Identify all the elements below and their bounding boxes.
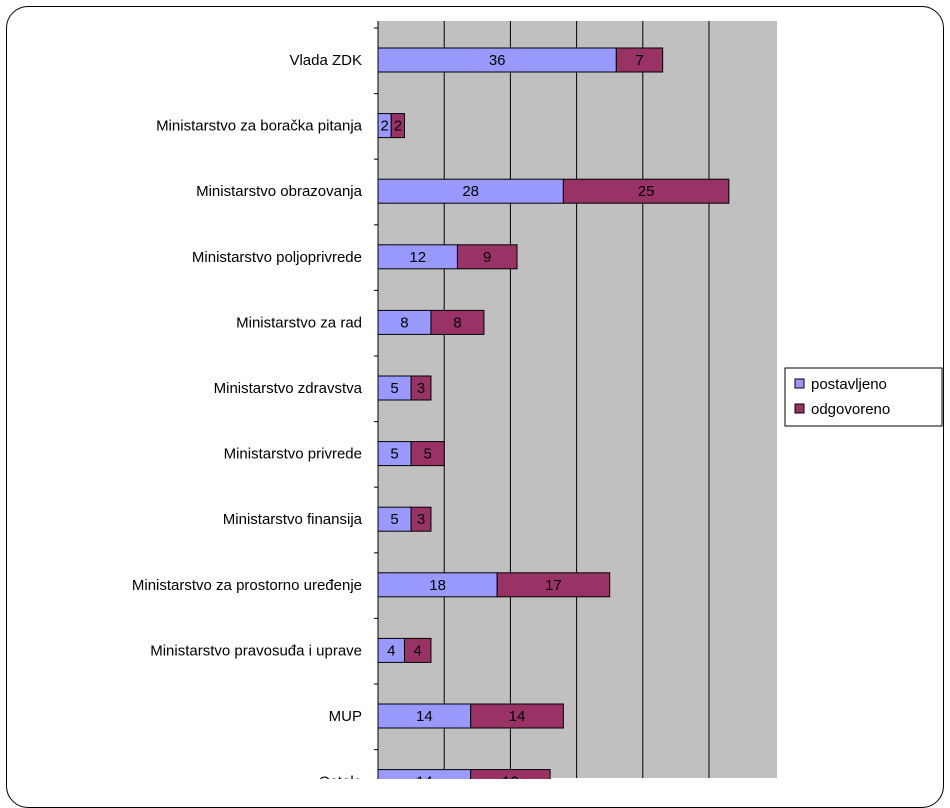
data-label-odgovoreno: 14	[509, 708, 526, 725]
bar-odgovoreno	[470, 703, 564, 729]
category-label: Ministarstvo pravosuđa i uprave	[150, 642, 362, 659]
data-label-postavljeno: 28	[462, 183, 479, 200]
data-label-odgovoreno: 2	[394, 118, 402, 135]
data-label-odgovoreno: 4	[414, 642, 422, 659]
category-label: Vlada ZDK	[289, 52, 362, 69]
data-label-postavljeno: 36	[489, 52, 506, 69]
bar-odgovoreno	[496, 572, 611, 598]
category-label: Ministarstvo obrazovanja	[196, 183, 363, 200]
bar-postavljeno	[377, 441, 412, 467]
legend-entry-postavljeno: postavljeno	[811, 376, 887, 393]
bar-odgovoreno	[410, 375, 432, 401]
data-label-odgovoreno: 12	[502, 774, 519, 779]
data-label-odgovoreno: 25	[638, 183, 655, 200]
data-label-odgovoreno: 9	[483, 249, 491, 266]
data-label-odgovoreno: 3	[417, 380, 425, 397]
data-label-postavljeno: 8	[400, 314, 408, 331]
data-label-postavljeno: 14	[416, 708, 433, 725]
plot-area	[378, 21, 777, 778]
data-label-postavljeno: 5	[390, 511, 398, 528]
bar-postavljeno	[377, 178, 564, 204]
category-label: Ministarstvo finansija	[223, 511, 363, 528]
bar-odgovoreno	[410, 441, 445, 467]
data-label-postavljeno: 4	[387, 642, 395, 659]
bar-postavljeno	[377, 309, 432, 335]
data-label-odgovoreno: 8	[453, 314, 461, 331]
data-label-postavljeno: 2	[380, 118, 388, 135]
axis-ticks	[374, 21, 379, 778]
bar-odgovoreno	[430, 309, 485, 335]
category-label: Ministarstvo privrede	[224, 446, 362, 463]
bar-odgovoreno	[562, 178, 730, 204]
bar-postavljeno	[377, 703, 472, 729]
category-label: Ministarstvo poljoprivrede	[192, 249, 362, 266]
category-labels: Vlada ZDK Ministarstvo za boračka pitanja…	[132, 52, 363, 779]
bar-odgovoreno	[390, 113, 405, 139]
bar-odgovoreno	[410, 506, 432, 532]
bar-odgovoreno	[456, 244, 518, 270]
bar-postavljeno	[377, 506, 412, 532]
data-label-postavljeno: 5	[390, 446, 398, 463]
category-label: MUP	[329, 708, 362, 725]
data-label-odgovoreno: 3	[417, 511, 425, 528]
bar-odgovoreno	[470, 769, 551, 779]
legend-box	[784, 367, 943, 427]
bar-postavljeno	[377, 47, 617, 73]
category-label: Ministarstvo za boračka pitanja	[156, 118, 363, 135]
stacked-bar-chart: 36 7 22 28 25 12 9 8 8 5 3 5 5 5 3 18 17 4 4 14 14 14 12 Vlada…	[132, 21, 943, 779]
legend-entry-odgovoreno: odgovoreno	[811, 401, 890, 418]
category-label: Ministarstvo za prostorno uređenje	[132, 577, 362, 594]
bars: 36 7 22 28 25 12 9 8 8 5 3 5 5 5 3 18 17 4 4 14 14 14 12	[377, 47, 730, 779]
data-label-odgovoreno: 5	[423, 446, 431, 463]
data-label-postavljeno: 18	[429, 577, 446, 594]
bar-odgovoreno	[403, 637, 432, 663]
bar-odgovoreno	[615, 47, 664, 73]
gridlines	[443, 21, 710, 778]
data-label-postavljeno: 14	[416, 774, 433, 779]
bar-postavljeno	[377, 769, 472, 779]
category-label: Ministarstvo za rad	[236, 314, 362, 331]
bar-postavljeno	[377, 375, 412, 401]
legend: postavljeno odgovoreno	[784, 367, 943, 427]
data-label-odgovoreno: 17	[545, 577, 562, 594]
data-label-odgovoreno: 7	[635, 52, 643, 69]
bar-postavljeno	[377, 244, 458, 270]
category-label: Ostalo	[319, 774, 362, 779]
data-label-postavljeno: 5	[390, 380, 398, 397]
data-label-postavljeno: 12	[409, 249, 426, 266]
legend-swatch-postavljeno	[794, 378, 805, 389]
category-label: Ministarstvo zdravstva	[214, 380, 363, 397]
legend-swatch-odgovoreno	[794, 403, 805, 414]
